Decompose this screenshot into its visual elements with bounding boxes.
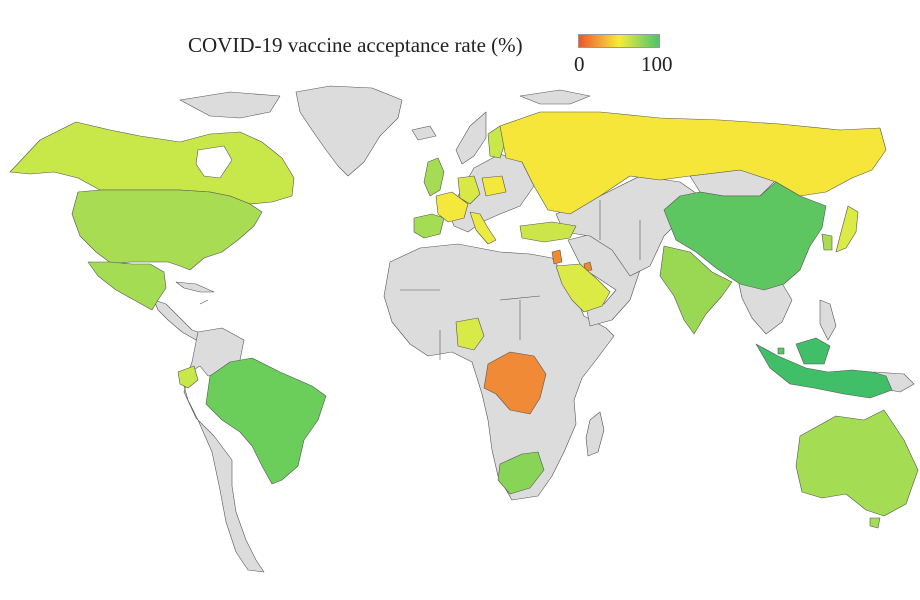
- country-dr-congo: [483, 351, 547, 415]
- arctic-islands: [519, 89, 591, 105]
- legend-min-label: 0: [574, 52, 585, 76]
- country-france: [435, 191, 469, 223]
- country-poland: [481, 175, 507, 197]
- country-united-kingdom: [423, 157, 445, 197]
- country-nigeria: [455, 317, 485, 351]
- hudson-bay: [195, 145, 233, 179]
- country-south-africa: [497, 451, 545, 495]
- no-data-regions: [153, 85, 915, 573]
- philippines: [819, 299, 837, 341]
- arctic-canada: [179, 91, 281, 119]
- country-saudi-arabia: [555, 263, 611, 313]
- country-spain: [413, 213, 445, 239]
- madagascar: [585, 411, 605, 457]
- cuba: [175, 281, 215, 293]
- country-ecuador: [177, 365, 199, 389]
- country-south-korea: [821, 233, 833, 251]
- country-turkey: [519, 221, 577, 243]
- country-germany: [457, 175, 481, 205]
- country-china: [663, 181, 827, 291]
- country-united-states: [71, 189, 263, 271]
- legend-max-label: 100: [641, 52, 673, 76]
- country-italy: [469, 211, 497, 245]
- iceland: [411, 125, 437, 141]
- country-indonesia: [755, 343, 893, 399]
- country-jordan: [551, 249, 563, 265]
- legend-color-bar: [578, 34, 660, 48]
- countries-with-data: [9, 111, 919, 529]
- country-borders: [199, 200, 641, 360]
- country-japan: [835, 205, 859, 253]
- country-mexico: [87, 261, 167, 311]
- country-tasmania: [869, 517, 881, 529]
- scandinavia: [455, 111, 487, 165]
- country-indonesia-borneo: [795, 337, 831, 365]
- country-india: [659, 245, 733, 335]
- central-america: [153, 299, 205, 341]
- country-canada: [9, 121, 295, 205]
- country-brazil: [205, 357, 327, 485]
- greenland: [295, 85, 403, 177]
- country-australia: [795, 409, 919, 517]
- legend-title: COVID-19 vaccine acceptance rate (%): [188, 33, 523, 57]
- country-singapore: [777, 347, 785, 355]
